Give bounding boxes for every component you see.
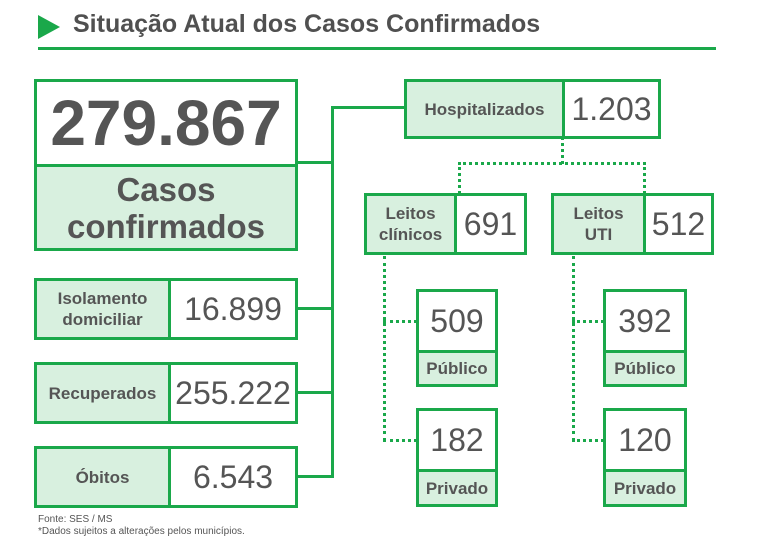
source-note: Fonte: SES / MS — [38, 514, 113, 525]
connector-dotted — [572, 256, 575, 441]
connector-dotted — [458, 162, 646, 165]
connector-line — [297, 307, 334, 310]
hospitalized-value: 1.203 — [562, 79, 661, 139]
outcome-value-recovered: 255.222 — [168, 362, 298, 424]
confirmed-cases-value: 279.867 — [34, 79, 298, 167]
icu-private-label: Privado — [603, 469, 687, 507]
connector-dotted — [572, 439, 604, 442]
confirmed-cases-label: Casos confirmados — [34, 164, 298, 251]
outcome-label-recovered: Recuperados — [34, 362, 171, 424]
clinical-public-value: 509 — [416, 289, 498, 353]
outcome-label-deaths: Óbitos — [34, 446, 171, 508]
outcome-value-isolation: 16.899 — [168, 278, 298, 340]
outcome-value-deaths: 6.543 — [168, 446, 298, 508]
connector-line — [331, 106, 405, 109]
connector-dotted — [383, 439, 417, 442]
icu-beds-value: 512 — [643, 193, 714, 255]
connector-dotted — [383, 320, 417, 323]
hospitalized-label: Hospitalizados — [404, 79, 565, 139]
header-divider — [38, 47, 716, 50]
clinical-private-label: Privado — [416, 469, 498, 507]
outcome-label-isolation: Isolamento domiciliar — [34, 278, 171, 340]
page-title: Situação Atual dos Casos Confirmados — [73, 10, 541, 38]
disclaimer-note: *Dados sujeitos a alterações pelos munic… — [38, 526, 245, 537]
clinical-public-label: Público — [416, 350, 498, 387]
play-arrow-icon — [38, 15, 60, 39]
icu-beds-label: Leitos UTI — [551, 193, 646, 255]
icu-private-value: 120 — [603, 408, 687, 472]
connector-line — [297, 391, 334, 394]
connector-dotted — [561, 137, 564, 164]
connector-dotted — [572, 320, 604, 323]
connector-dotted — [458, 162, 461, 194]
icu-public-label: Público — [603, 350, 687, 387]
connector-dotted — [643, 162, 646, 194]
clinical-private-value: 182 — [416, 408, 498, 472]
connector-line — [297, 161, 334, 164]
clinical-beds-value: 691 — [454, 193, 527, 255]
connector-line — [331, 106, 334, 478]
icu-public-value: 392 — [603, 289, 687, 353]
clinical-beds-label: Leitos clínicos — [364, 193, 457, 255]
connector-dotted — [383, 256, 386, 441]
connector-line — [297, 475, 334, 478]
